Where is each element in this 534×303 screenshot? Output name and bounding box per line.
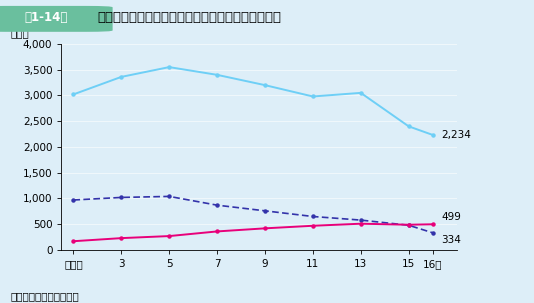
Text: 若者・高齢者の自動車運転中交通事故死者数の推移: 若者・高齢者の自動車運転中交通事故死者数の推移 <box>97 11 281 24</box>
FancyBboxPatch shape <box>0 6 113 32</box>
Text: 334: 334 <box>441 235 461 245</box>
Text: 第1-14図: 第1-14図 <box>24 11 67 24</box>
Text: （人）: （人） <box>10 28 29 38</box>
Text: 注　警察庁資料による。: 注 警察庁資料による。 <box>11 291 80 301</box>
Text: 499: 499 <box>441 212 461 222</box>
Text: 2,234: 2,234 <box>441 130 471 140</box>
